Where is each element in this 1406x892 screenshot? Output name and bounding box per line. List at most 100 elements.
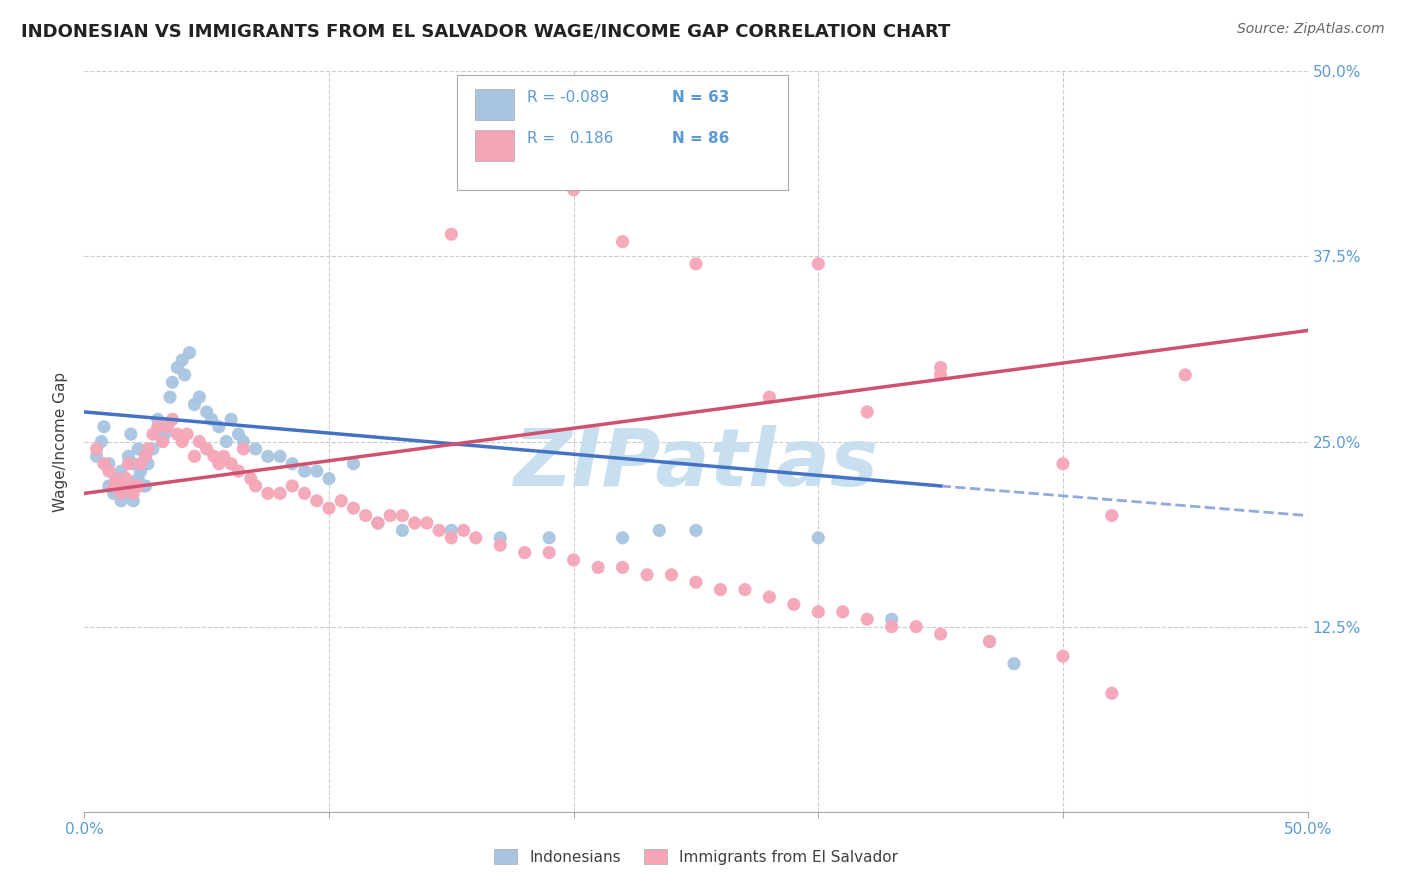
Point (142, 442, 165, 456)
Point (440, 227, 463, 242)
Point (783, 598, 806, 612)
Point (612, 560, 634, 574)
Point (208, 457, 231, 471)
Point (90, 434, 112, 449)
Point (103, 486, 125, 500)
Point (105, 471, 128, 485)
Point (1101, 686, 1123, 700)
Point (330, 493, 353, 508)
Point (464, 531, 486, 545)
FancyBboxPatch shape (457, 75, 787, 190)
Point (562, 553, 585, 567)
Point (228, 464, 250, 478)
Point (135, 450, 157, 464)
Point (1002, 657, 1025, 671)
Point (122, 493, 145, 508)
Point (648, 524, 671, 538)
Point (122, 486, 145, 500)
Point (269, 450, 291, 464)
Point (562, 183, 585, 197)
Point (136, 442, 159, 456)
Text: N = 86: N = 86 (672, 130, 728, 145)
Legend: Indonesians, Immigrants from El Salvador: Indonesians, Immigrants from El Salvador (488, 843, 904, 871)
Point (156, 419, 179, 434)
Text: ZIPatlas: ZIPatlas (513, 425, 879, 503)
Point (489, 538, 512, 552)
Point (1052, 649, 1074, 664)
Point (342, 457, 364, 471)
Point (188, 390, 211, 404)
Point (112, 486, 135, 500)
Y-axis label: Wage/Income Gap: Wage/Income Gap (53, 371, 69, 512)
FancyBboxPatch shape (475, 130, 513, 161)
Point (318, 471, 340, 485)
Point (929, 368, 952, 382)
Point (269, 486, 291, 500)
Point (110, 493, 132, 508)
Point (212, 450, 235, 464)
Point (245, 479, 267, 493)
Point (129, 464, 152, 478)
Point (200, 412, 222, 426)
Point (173, 368, 195, 382)
Point (153, 427, 176, 442)
Point (112, 479, 135, 493)
Point (93, 419, 115, 434)
Point (183, 450, 205, 464)
Point (188, 434, 211, 449)
Point (929, 360, 952, 375)
Point (97, 457, 120, 471)
Point (135, 450, 157, 464)
Text: R =   0.186: R = 0.186 (527, 130, 613, 145)
Point (115, 479, 138, 493)
Point (257, 450, 280, 464)
Point (120, 427, 142, 442)
Point (281, 457, 304, 471)
Point (807, 257, 830, 271)
Point (453, 524, 475, 538)
Point (162, 412, 184, 426)
Point (391, 524, 413, 538)
Point (125, 479, 148, 493)
Point (538, 546, 561, 560)
Point (880, 612, 903, 626)
Point (86, 450, 108, 464)
Point (166, 427, 188, 442)
Point (489, 531, 512, 545)
Point (709, 582, 731, 597)
Point (294, 464, 316, 478)
Point (281, 479, 304, 493)
Point (86, 442, 108, 456)
Point (239, 471, 262, 485)
FancyBboxPatch shape (475, 89, 513, 120)
Point (159, 390, 181, 404)
Point (103, 479, 125, 493)
Point (427, 524, 450, 538)
Point (305, 493, 328, 508)
Point (146, 412, 169, 426)
Point (232, 442, 254, 456)
Point (905, 619, 928, 633)
Point (105, 471, 128, 485)
Point (110, 464, 132, 478)
Point (162, 376, 184, 390)
Point (612, 235, 634, 249)
Point (416, 516, 439, 530)
Point (538, 531, 561, 545)
Point (856, 405, 879, 419)
Point (586, 560, 609, 574)
Point (758, 590, 780, 604)
Point (172, 434, 194, 449)
Point (195, 405, 218, 419)
Point (127, 442, 149, 456)
Point (1174, 368, 1197, 382)
Point (202, 450, 225, 464)
Point (305, 464, 328, 478)
Point (110, 486, 132, 500)
Point (880, 619, 903, 633)
Point (367, 516, 389, 530)
Point (219, 412, 242, 426)
Point (440, 531, 463, 545)
Point (636, 567, 658, 582)
Point (166, 360, 188, 375)
